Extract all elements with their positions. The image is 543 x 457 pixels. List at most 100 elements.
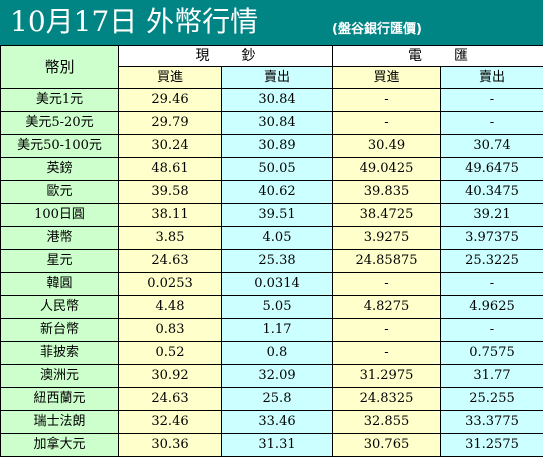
spot-sell-cell: 49.6475	[441, 158, 543, 181]
spot-buy-cell: 31.2975	[333, 365, 441, 388]
cash-buy-cell: 39.58	[119, 181, 222, 204]
cash-buy-cell: 32.46	[119, 411, 222, 434]
spot-sell-cell: 33.3775	[441, 411, 543, 434]
spot-buy-cell: 24.8325	[333, 388, 441, 411]
currency-name-cell: 紐西蘭元	[1, 388, 119, 411]
cash-buy-cell: 29.79	[119, 112, 222, 135]
currency-name-cell: 加拿大元	[1, 434, 119, 457]
spot-sell-cell: -	[441, 89, 543, 112]
spot-buy-cell: 30.49	[333, 135, 441, 158]
spot-buy-cell: -	[333, 342, 441, 365]
currency-name-cell: 星元	[1, 250, 119, 273]
currency-name-cell: 韓圓	[1, 273, 119, 296]
spot-sell-cell: 31.2575	[441, 434, 543, 457]
cash-buy-cell: 38.11	[119, 204, 222, 227]
spot-buy-cell: -	[333, 273, 441, 296]
cash-sell-cell: 0.0314	[222, 273, 333, 296]
spot-buy-cell: 32.855	[333, 411, 441, 434]
cash-sell-cell: 1.17	[222, 319, 333, 342]
currency-name-cell: 100日圓	[1, 204, 119, 227]
cash-buy-header: 買進	[119, 67, 222, 89]
cash-buy-cell: 0.83	[119, 319, 222, 342]
spot-buy-cell: 3.9275	[333, 227, 441, 250]
cash-buy-cell: 24.63	[119, 250, 222, 273]
spot-sell-cell: -	[441, 319, 543, 342]
spot-sell-cell: 39.21	[441, 204, 543, 227]
cash-buy-cell: 30.92	[119, 365, 222, 388]
cash-group-header: 現鈔	[119, 46, 333, 67]
cash-sell-cell: 39.51	[222, 204, 333, 227]
currency-name-cell: 澳洲元	[1, 365, 119, 388]
spot-buy-cell: -	[333, 89, 441, 112]
spot-group-header: 電匯	[333, 46, 543, 67]
spot-buy-cell: 49.0425	[333, 158, 441, 181]
spot-sell-cell: 31.77	[441, 365, 543, 388]
cash-buy-cell: 0.0253	[119, 273, 222, 296]
cash-buy-cell: 0.52	[119, 342, 222, 365]
spot-sell-cell: -	[441, 112, 543, 135]
spot-sell-header: 賣出	[441, 67, 543, 89]
header-row-groups: 幣別 現鈔 電匯	[1, 46, 543, 67]
cash-sell-cell: 25.38	[222, 250, 333, 273]
cash-sell-cell: 31.31	[222, 434, 333, 457]
spot-buy-cell: 30.765	[333, 434, 441, 457]
cash-sell-cell: 30.84	[222, 89, 333, 112]
cash-sell-cell: 33.46	[222, 411, 333, 434]
page-subtitle: (盤谷銀行匯價)	[332, 18, 422, 37]
spot-sell-cell: 4.9625	[441, 296, 543, 319]
currency-name-cell: 美元5-20元	[1, 112, 119, 135]
cash-buy-cell: 30.36	[119, 434, 222, 457]
cash-buy-cell: 29.46	[119, 89, 222, 112]
spot-sell-cell: 30.74	[441, 135, 543, 158]
currency-name-cell: 歐元	[1, 181, 119, 204]
cash-buy-cell: 4.48	[119, 296, 222, 319]
cash-buy-cell: 48.61	[119, 158, 222, 181]
spot-buy-cell: 39.835	[333, 181, 441, 204]
cash-sell-cell: 40.62	[222, 181, 333, 204]
cash-sell-cell: 4.05	[222, 227, 333, 250]
cash-buy-cell: 3.85	[119, 227, 222, 250]
spot-buy-cell: -	[333, 112, 441, 135]
cash-sell-cell: 5.05	[222, 296, 333, 319]
spot-sell-cell: 0.7575	[441, 342, 543, 365]
spot-sell-cell: 3.97375	[441, 227, 543, 250]
currency-column-header: 幣別	[1, 46, 119, 89]
currency-name-cell: 港幣	[1, 227, 119, 250]
cash-buy-cell: 30.24	[119, 135, 222, 158]
spot-buy-cell: 24.85875	[333, 250, 441, 273]
cash-sell-cell: 25.8	[222, 388, 333, 411]
currency-name-cell: 新台幣	[1, 319, 119, 342]
currency-name-cell: 人民幣	[1, 296, 119, 319]
spot-buy-cell: -	[333, 319, 441, 342]
spot-sell-cell: 40.3475	[441, 181, 543, 204]
currency-name-cell: 英鎊	[1, 158, 119, 181]
spot-buy-cell: 4.8275	[333, 296, 441, 319]
spot-buy-header: 買進	[333, 67, 441, 89]
currency-name-cell: 瑞士法朗	[1, 411, 119, 434]
spot-sell-cell: -	[441, 273, 543, 296]
cash-sell-cell: 50.05	[222, 158, 333, 181]
cash-sell-cell: 30.89	[222, 135, 333, 158]
currency-name-cell: 美元1元	[1, 89, 119, 112]
currency-name-cell: 菲披索	[1, 342, 119, 365]
cash-sell-cell: 32.09	[222, 365, 333, 388]
currency-name-cell: 美元50-100元	[1, 135, 119, 158]
cash-buy-cell: 24.63	[119, 388, 222, 411]
cash-sell-cell: 30.84	[222, 112, 333, 135]
